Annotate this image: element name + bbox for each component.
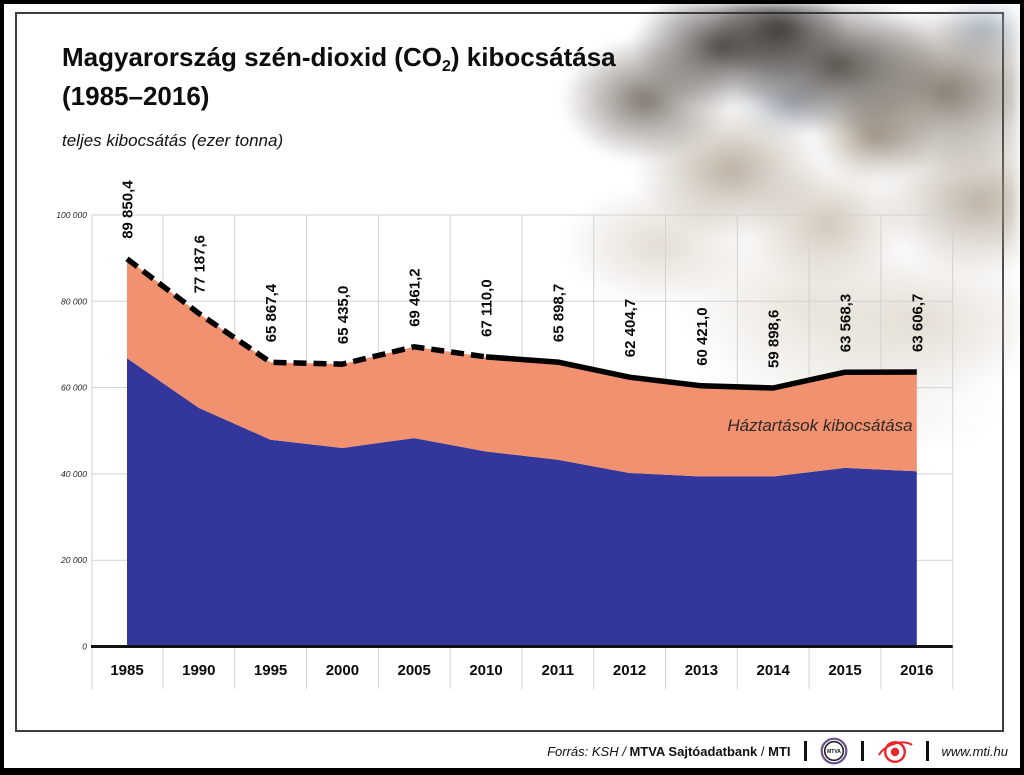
title-block: Magyarország szén-dioxid (CO2) kibocsátá… [62, 40, 616, 151]
y-axis-labels: 100 000 80 000 60 000 40 000 20 000 0 [56, 210, 87, 652]
y-tick-label: 60 000 [61, 383, 87, 393]
value-label: 63 568,3 [838, 294, 855, 352]
mti-logo-dot [890, 747, 899, 757]
source-credit: Forrás: KSH / MTVA Sajtóadatbank / MTI [547, 744, 790, 759]
total-line-dashed [125, 256, 487, 367]
source-agency-1: MTVA Sajtóadatbank [629, 743, 758, 759]
divider-bar [925, 741, 929, 761]
title-line1-pre: Magyarország szén-dioxid (CO [62, 42, 442, 72]
value-label: 63 606,7 [909, 294, 926, 352]
value-label: 60 421,0 [694, 307, 711, 365]
title-line1-post: ) kibocsátása [450, 42, 616, 72]
y-tick-label: 0 [82, 642, 87, 652]
household-area [127, 258, 917, 477]
value-label: 89 850,4 [120, 180, 137, 239]
title-line2: (1985–2016) [62, 81, 210, 111]
value-label: 77 187,6 [191, 235, 208, 293]
year-label: 2000 [326, 662, 359, 679]
year-label: 1990 [182, 662, 215, 679]
value-label: 62 404,7 [622, 299, 639, 357]
year-label: 1995 [254, 662, 287, 679]
source-separator: / [757, 743, 769, 759]
smoke-cloud-photo [540, 3, 1018, 443]
value-label: 65 435,0 [335, 286, 352, 344]
value-label: 67 110,0 [479, 279, 496, 337]
total-line-solid [485, 354, 917, 391]
year-label: 2010 [469, 662, 502, 679]
value-label: 65 898,7 [550, 284, 567, 342]
website-text: www.mti.hu [941, 743, 1008, 759]
base-area [127, 358, 917, 647]
footer-bar: Forrás: KSH / MTVA Sajtóadatbank / MTI M… [16, 736, 1008, 766]
year-label: 2014 [757, 662, 791, 679]
mti-logo-ring [883, 740, 906, 764]
year-label: 1985 [110, 662, 143, 679]
divider-bar [860, 741, 864, 761]
source-prefix: Forrás: KSH / [547, 743, 630, 759]
year-label: 2012 [613, 662, 646, 679]
divider-bar [803, 741, 807, 761]
mtva-logo: MTVA [820, 737, 847, 765]
value-label: 69 461,2 [407, 268, 424, 326]
page-title: Magyarország szén-dioxid (CO2) kibocsátá… [62, 40, 616, 114]
value-label: 65 867,4 [263, 283, 280, 342]
mti-logo [877, 740, 913, 764]
co2-subscript: 2 [441, 58, 451, 75]
source-agency-2: MTI [768, 743, 791, 759]
year-label: 2015 [828, 662, 861, 679]
year-label: 2005 [398, 662, 431, 679]
year-label: 2013 [685, 662, 718, 679]
household-area-label: Háztartások kibocsátása [727, 416, 913, 435]
value-label: 59 898,6 [766, 310, 783, 368]
x-axis-labels: 1985 1990 1995 2000 2005 2010 2011 2012 2013 2014… [110, 662, 933, 679]
year-label: 2016 [900, 662, 933, 679]
y-tick-label: 100 000 [56, 210, 87, 220]
year-label: 2011 [542, 662, 575, 679]
y-tick-label: 20 000 [60, 555, 87, 565]
mtva-logo-text: MTVA [827, 749, 841, 755]
mtva-logo-inner-ring [823, 740, 844, 762]
value-labels: 89 850,4 77 187,6 65 867,4 65 435,0 69 461,2… [120, 180, 927, 368]
mti-logo-swoosh [877, 741, 913, 756]
y-tick-label: 40 000 [61, 469, 87, 479]
chart-subtitle: teljes kibocsátás (ezer tonna) [62, 131, 284, 150]
y-tick-label: 80 000 [61, 296, 87, 306]
